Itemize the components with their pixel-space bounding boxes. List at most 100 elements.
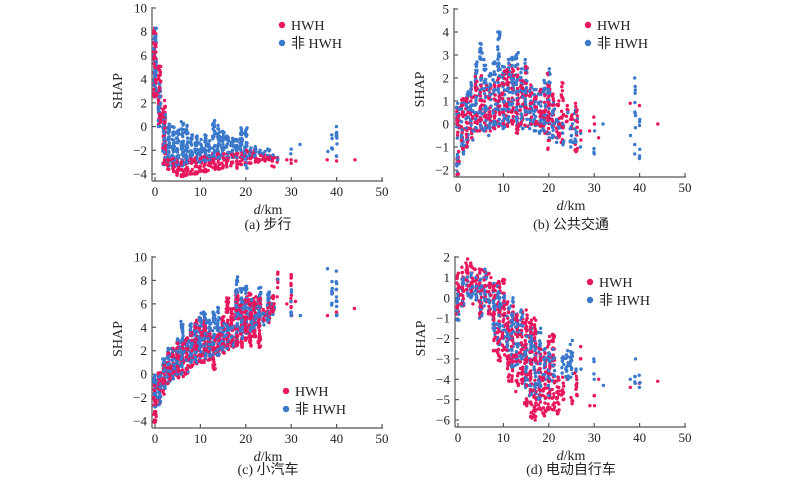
data-point-non-hwh (455, 155, 459, 159)
data-point-hwh (259, 153, 263, 158)
data-point-non-hwh (592, 146, 596, 151)
data-point-hwh (539, 112, 543, 116)
data-point-non-hwh (497, 325, 502, 329)
data-point-non-hwh (163, 357, 167, 362)
legend-label-hwh: HWH (291, 19, 324, 34)
data-point-non-hwh (633, 126, 638, 130)
data-point-hwh (235, 335, 239, 340)
data-point-non-hwh (519, 67, 524, 71)
data-point-hwh (523, 361, 527, 365)
data-point-non-hwh (221, 345, 225, 349)
data-point-non-hwh (218, 138, 222, 142)
data-point-hwh (534, 119, 538, 124)
data-point-non-hwh (193, 147, 197, 151)
data-point-non-hwh (171, 377, 176, 381)
data-point-non-hwh (633, 152, 637, 156)
data-point-non-hwh (469, 92, 473, 96)
data-point-hwh (477, 267, 482, 271)
data-point-non-hwh (195, 156, 199, 160)
data-point-hwh (511, 114, 515, 119)
data-point-hwh (208, 332, 212, 336)
y-tick-label: −3 (436, 351, 450, 366)
data-point-non-hwh (628, 377, 632, 381)
data-point-non-hwh (184, 147, 189, 151)
data-point-non-hwh (488, 71, 493, 76)
data-point-hwh (542, 100, 547, 105)
data-point-non-hwh (266, 319, 270, 324)
data-point-non-hwh (487, 124, 491, 128)
data-point-non-hwh (181, 154, 186, 158)
data-point-non-hwh (207, 325, 211, 329)
data-point-non-hwh (574, 131, 578, 135)
data-point-non-hwh (334, 295, 339, 299)
data-point-non-hwh (161, 369, 166, 374)
data-point-non-hwh (235, 275, 240, 279)
data-point-non-hwh (497, 91, 501, 95)
data-point-non-hwh (523, 100, 528, 104)
data-point-hwh (524, 81, 528, 86)
data-point-non-hwh (511, 296, 515, 300)
y-tick-label: 8 (141, 273, 148, 288)
data-point-hwh (547, 94, 551, 98)
x-tick-label: 20 (542, 180, 555, 195)
x-axis-label-unit: /km (564, 199, 586, 214)
data-point-non-hwh (226, 136, 230, 140)
data-point-hwh (235, 153, 239, 157)
data-point-hwh (177, 375, 181, 379)
data-point-hwh (543, 94, 547, 98)
data-point-non-hwh (487, 85, 491, 89)
data-point-non-hwh (534, 374, 538, 379)
data-point-hwh (561, 114, 565, 118)
data-point-non-hwh (152, 377, 156, 381)
data-point-hwh (536, 403, 541, 407)
data-point-non-hwh (460, 128, 464, 132)
data-point-hwh (229, 340, 233, 345)
data-point-hwh (200, 155, 204, 160)
data-point-non-hwh (289, 299, 293, 304)
data-point-hwh (528, 107, 532, 111)
y-tick-label: 10 (134, 1, 147, 16)
data-point-hwh (511, 360, 515, 364)
data-point-non-hwh (510, 91, 515, 95)
data-point-hwh (523, 123, 527, 127)
data-point-non-hwh (166, 136, 171, 140)
data-point-non-hwh (547, 393, 551, 398)
data-point-hwh (266, 306, 270, 310)
data-point-non-hwh (171, 138, 176, 142)
data-point-hwh (547, 104, 551, 108)
data-point-non-hwh (478, 55, 482, 59)
data-point-hwh (152, 420, 156, 424)
data-point-non-hwh (459, 107, 464, 111)
data-point-non-hwh (211, 340, 215, 345)
data-point-non-hwh (249, 319, 254, 324)
data-point-hwh (559, 93, 563, 97)
data-point-hwh (225, 303, 230, 307)
data-point-hwh (506, 82, 510, 87)
data-point-non-hwh (180, 364, 184, 369)
data-point-hwh (523, 401, 527, 405)
data-point-hwh (575, 377, 579, 382)
data-point-non-hwh (570, 122, 575, 126)
data-point-non-hwh (239, 318, 243, 323)
data-point-hwh (552, 103, 556, 107)
data-point-non-hwh (515, 77, 520, 82)
data-point-hwh (524, 318, 529, 322)
data-point-hwh (217, 162, 221, 167)
data-point-non-hwh (325, 267, 330, 271)
data-point-hwh (465, 257, 470, 261)
data-point-hwh (470, 95, 475, 100)
data-point-hwh (189, 333, 193, 338)
y-tick-label: −1 (436, 311, 450, 326)
data-point-hwh (469, 136, 474, 140)
data-point-hwh (496, 307, 500, 312)
data-point-hwh (493, 84, 497, 89)
data-point-hwh (285, 158, 289, 162)
data-point-non-hwh (167, 357, 171, 361)
data-point-hwh (203, 162, 207, 167)
data-point-non-hwh (514, 81, 518, 85)
data-point-hwh (156, 371, 160, 375)
data-point-hwh (516, 128, 520, 132)
x-tick-label: 50 (376, 184, 389, 199)
data-point-non-hwh (456, 318, 461, 322)
